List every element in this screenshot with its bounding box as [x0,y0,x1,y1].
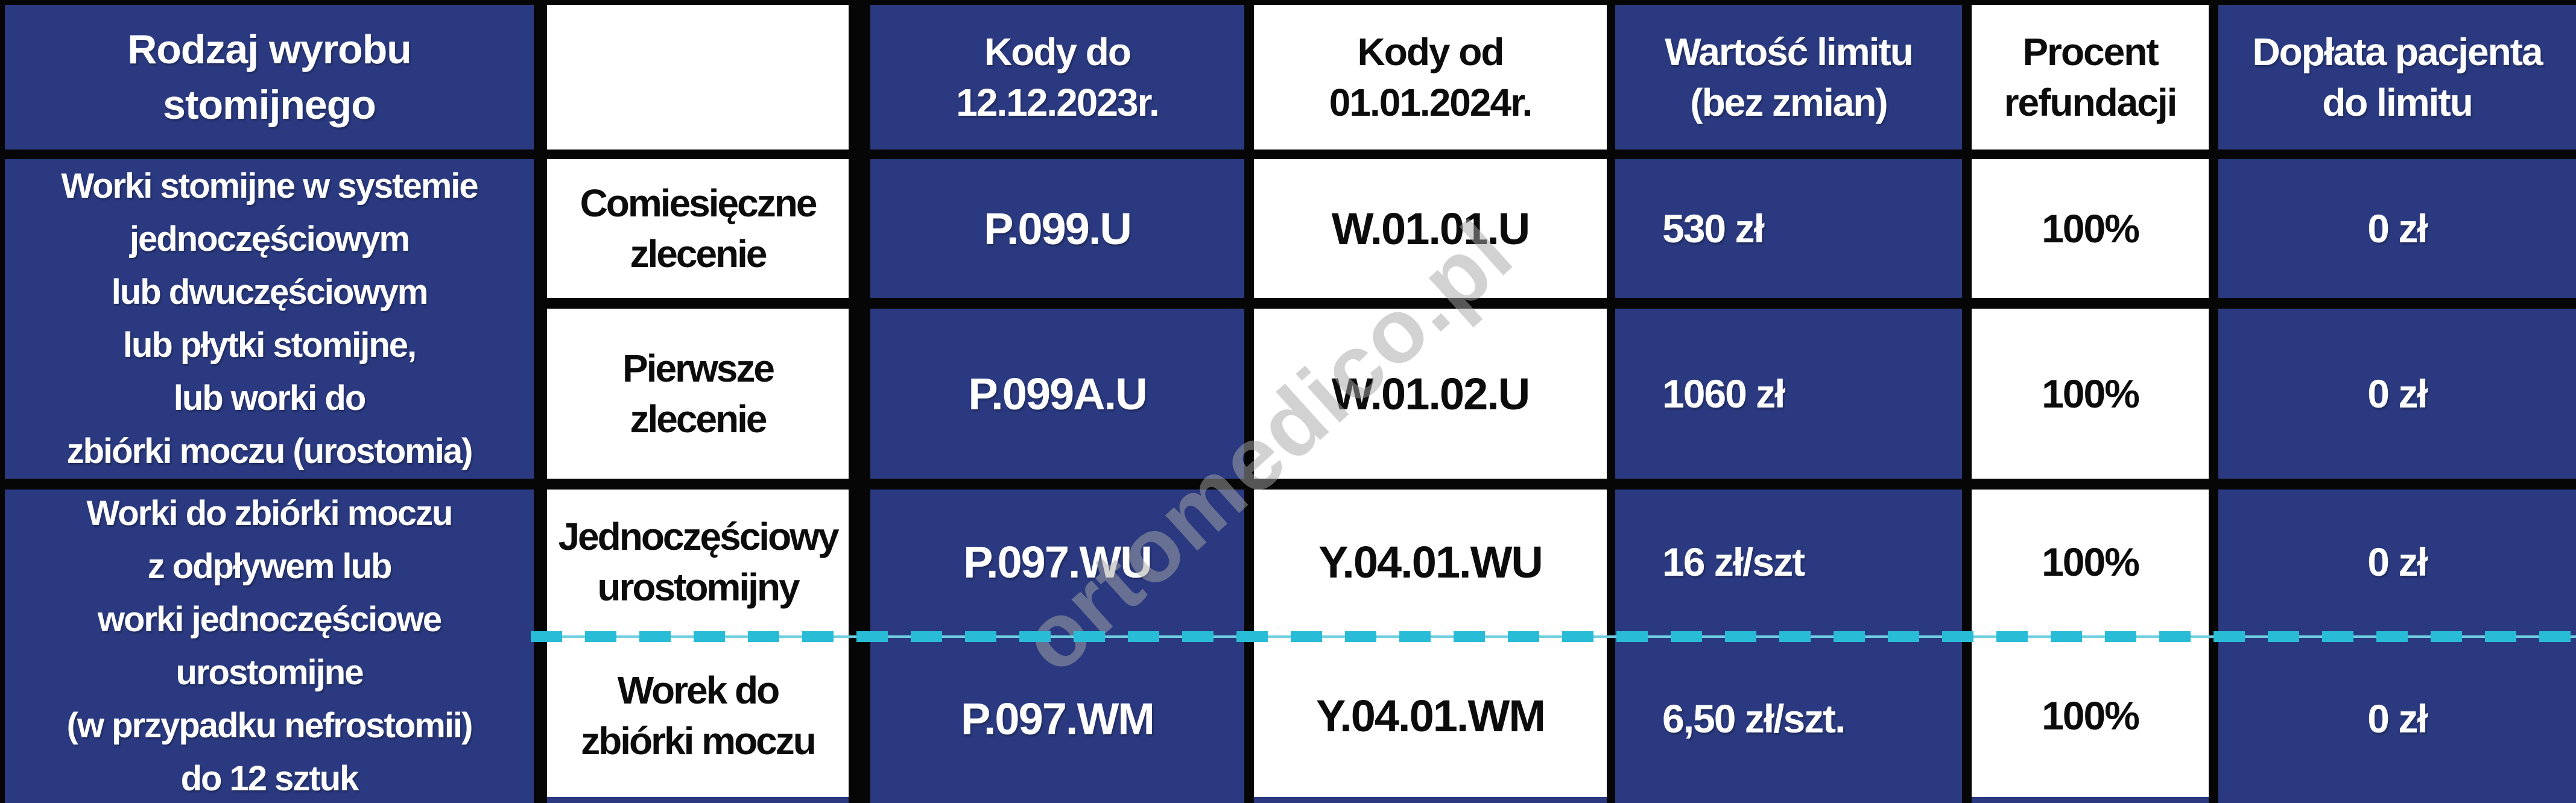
header-codes-from: Kody od 01.01.2024r. [1254,5,1607,150]
row3-code-new-cell: Y.04.01.WU [1254,490,1607,634]
header-order-type-empty [547,5,849,150]
row2-limit-cell: 1060 zł [1615,309,1962,479]
header-patient-copay: Dopłata pacjenta do limitu [2218,5,2576,150]
row4-code-old-cell: P.097.WM [870,634,1244,803]
row3-limit-cell: 16 zł/szt [1615,490,1962,634]
row2-order-cell: Pierwsze zlecenie [547,309,849,479]
row3-copay-cell: 0 zł [2218,490,2576,634]
header-limit-value: Wartość limitu (bez zmian) [1615,5,1962,150]
header-refund-percent: Procent refundacji [1972,5,2209,150]
row4-order-cell: Worek do zbiórki moczu [547,634,849,803]
group1-product-cell: Worki stomijne w systemie jednoczęściowy… [5,159,534,479]
row1-limit-cell: 530 zł [1615,159,1962,298]
row4-code-new-cell: Y.04.01.WM [1254,634,1607,803]
header-codes-until: Kody do 12.12.2023r. [870,5,1244,150]
row2-copay-cell: 0 zł [2218,309,2576,479]
row3-percent-cell: 100% [1972,490,2209,634]
row3-order-cell: Jednoczęściowy urostomijny [547,490,849,634]
row4-limit-cell: 6,50 zł/szt. [1615,634,1962,803]
row1-order-cell: Comiesięczne zlecenie [547,159,849,298]
row2-code-new-cell: W.01.02.U [1254,309,1607,479]
row1-code-old-cell: P.099.U [870,159,1244,298]
row2-percent-cell: 100% [1972,309,2209,479]
row4-percent-cell: 100% [1972,634,2209,803]
row2-code-old-cell: P.099A.U [870,309,1244,479]
row1-code-new-cell: W.01.01.U [1254,159,1607,298]
row1-copay-cell: 0 zł [2218,159,2576,298]
header-product-type: Rodzaj wyrobu stomijnego [5,5,534,150]
row4-copay-cell: 0 zł [2218,634,2576,803]
row3-code-old-cell: P.097.WU [870,490,1244,634]
row1-percent-cell: 100% [1972,159,2209,298]
group2-product-cell: Worki do zbiórki moczu z odpływem lub wo… [5,490,534,803]
